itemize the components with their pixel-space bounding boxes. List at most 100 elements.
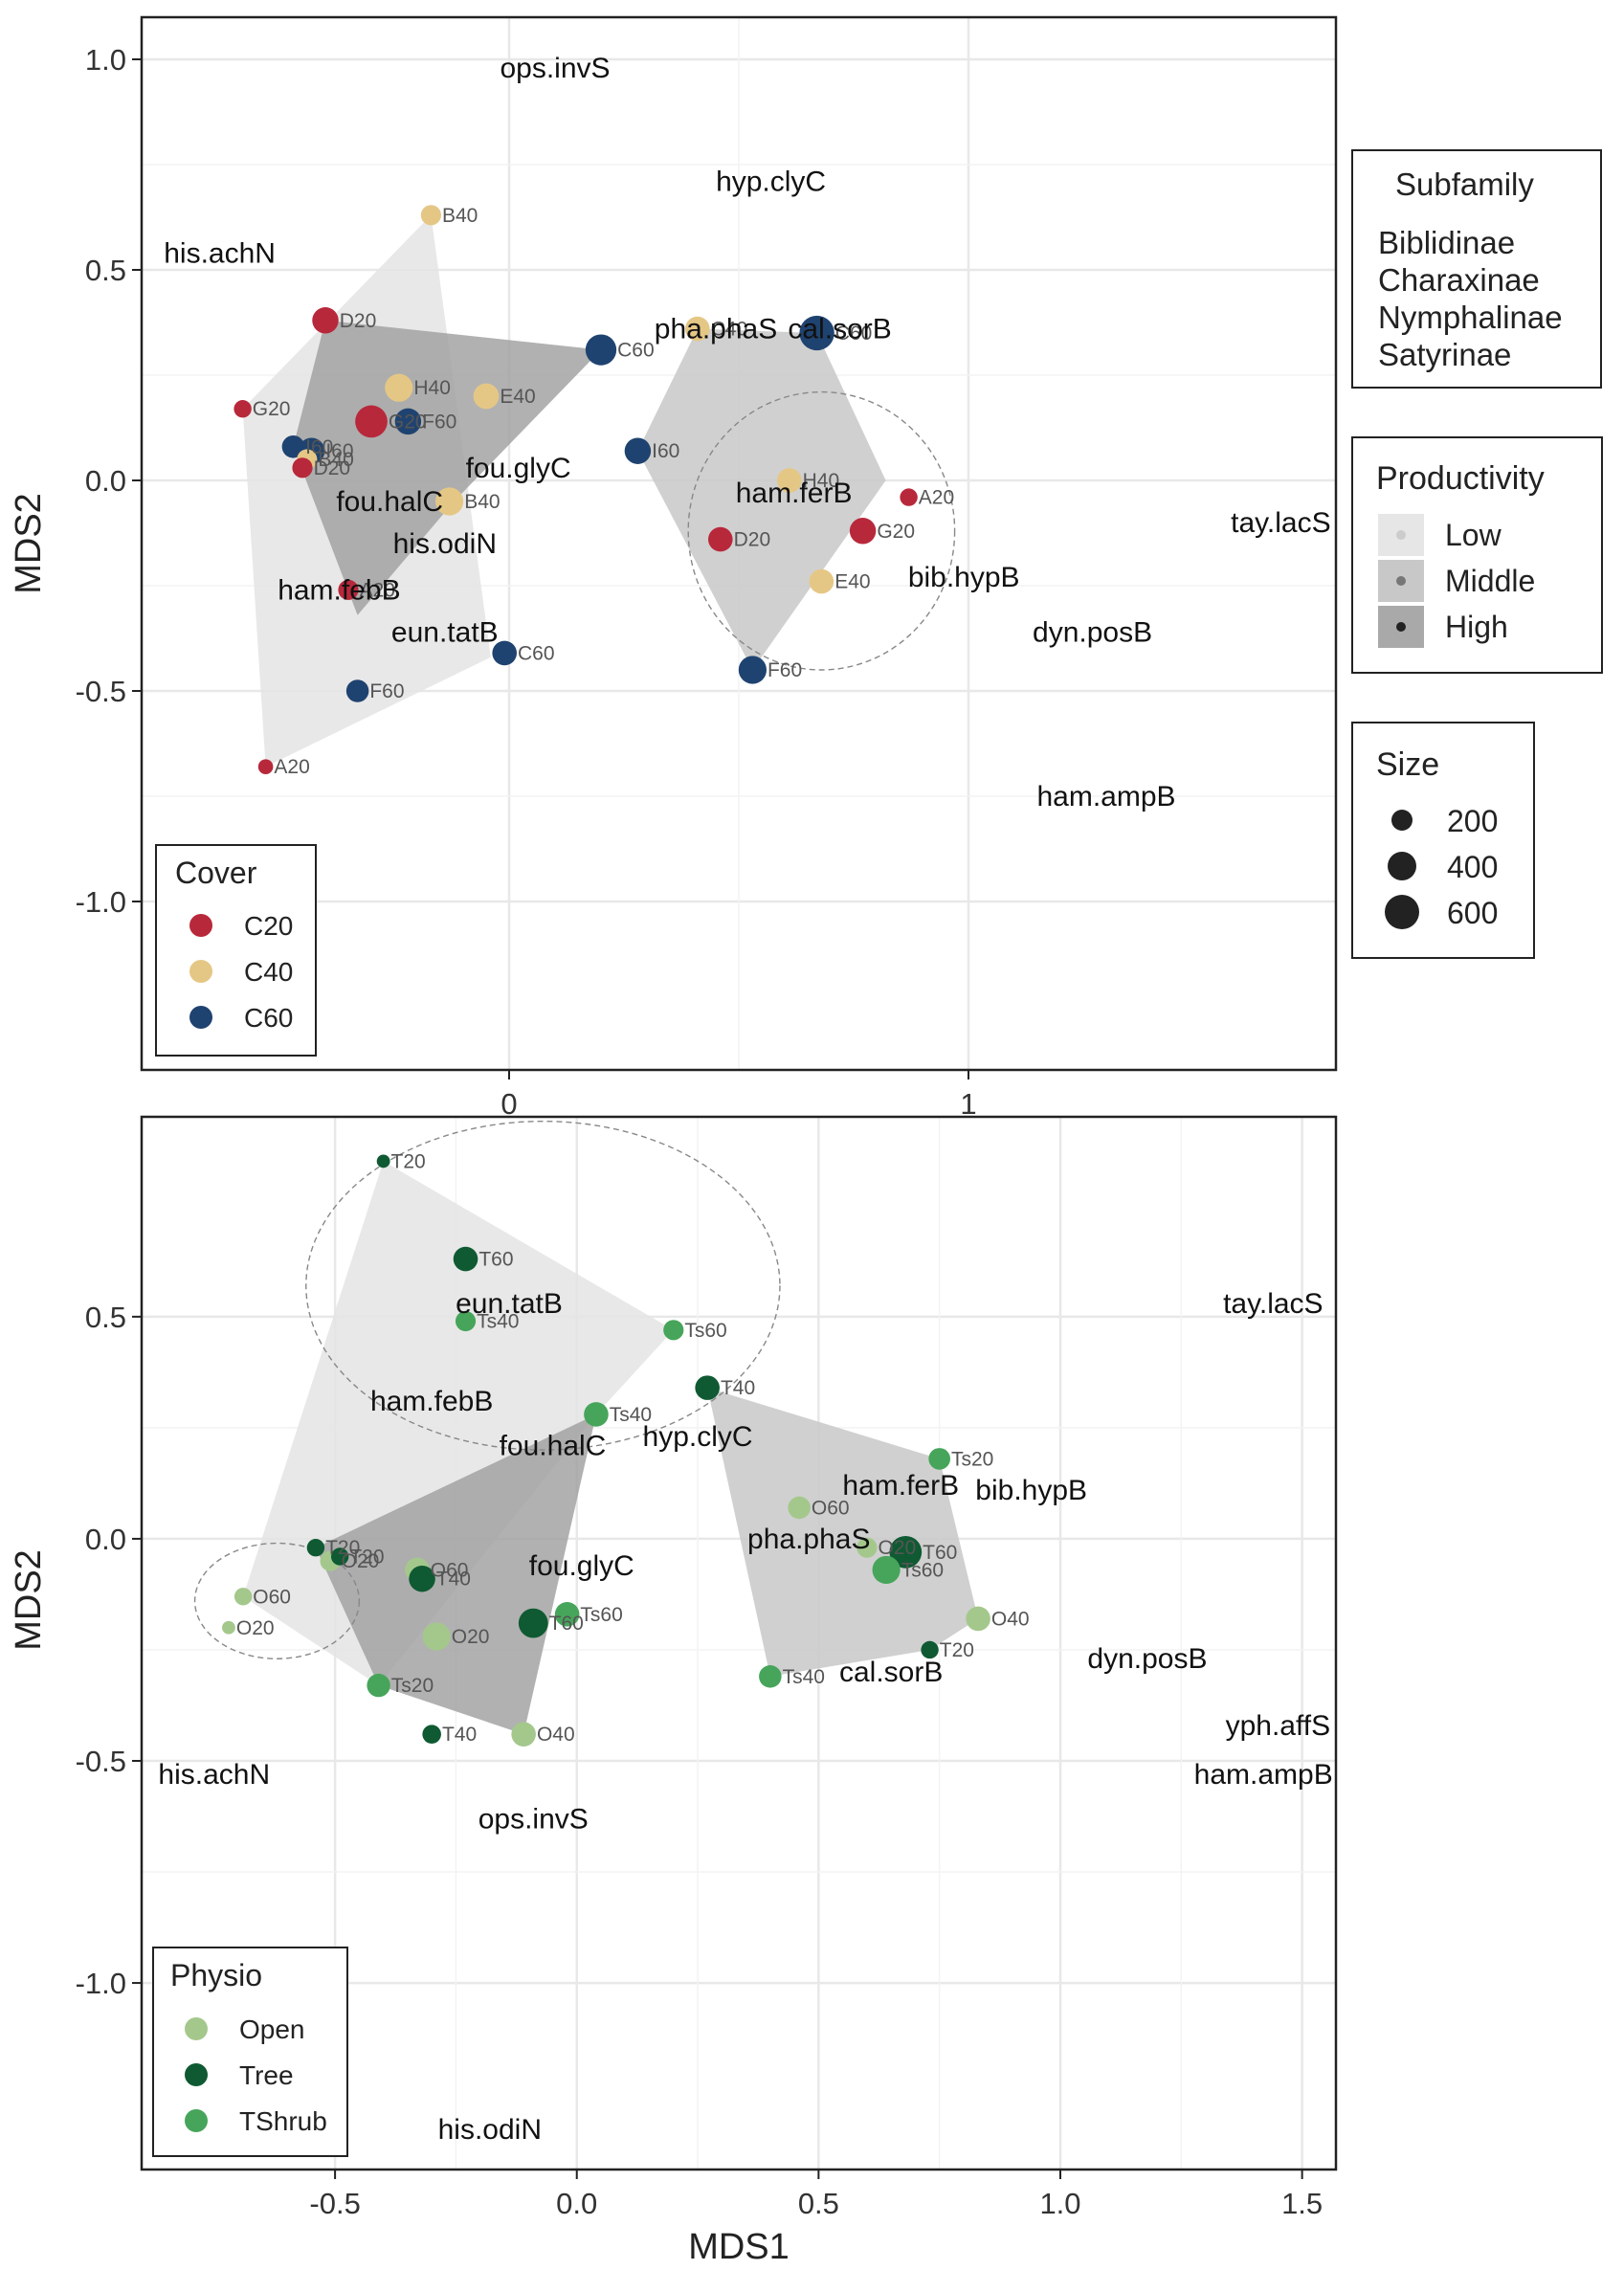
bottom-productivity-hulls: [243, 1161, 979, 1735]
species-label: his.achN: [164, 237, 276, 269]
bottom-y-axis-label: MDS2: [9, 1549, 49, 1651]
data-point: [856, 1537, 878, 1558]
species-label: ham.febB: [278, 574, 400, 606]
data-point: [695, 1375, 720, 1400]
species-label: ham.ferB: [842, 1470, 959, 1502]
species-label: his.odiN: [438, 2114, 542, 2146]
legend-label-200: 200: [1447, 804, 1498, 838]
point-label: A20: [919, 487, 954, 509]
data-point: [799, 315, 834, 351]
species-label: cal.sorB: [788, 314, 891, 345]
legend-dot-middle: [1396, 576, 1406, 586]
point-label: T60: [478, 1249, 513, 1271]
point-label: F60: [768, 659, 802, 681]
data-point: [585, 334, 617, 366]
point-label: D20: [314, 457, 351, 479]
legend-label-open: Open: [239, 2014, 305, 2044]
data-point: [759, 1665, 782, 1688]
legend-label-middle: Middle: [1445, 564, 1535, 598]
data-point: [385, 373, 413, 402]
point-label: G20: [253, 398, 291, 420]
point-label: T20: [940, 1639, 974, 1661]
species-label: hyp.clyC: [643, 1421, 753, 1453]
legend-label-tshrub: TShrub: [239, 2106, 327, 2136]
species-label: pha.phaS: [655, 314, 777, 345]
species-label: eun.tatB: [391, 616, 499, 648]
legend-cover: Cover C20 C40 C60: [155, 844, 317, 1057]
legend-label-high: High: [1445, 610, 1508, 644]
y-tick-label: -0.5: [76, 1745, 126, 1778]
data-point: [355, 405, 388, 438]
data-point: [966, 1606, 990, 1632]
point-label: E40: [834, 571, 870, 593]
data-point: [435, 487, 464, 516]
data-point: [345, 679, 369, 702]
data-point: [707, 526, 733, 552]
top-y-axis-label: MDS2: [9, 493, 49, 594]
data-point: [889, 1535, 923, 1569]
y-tick-label: 0.5: [85, 1301, 126, 1334]
hull-middle: [637, 328, 886, 670]
point-label: Ts20: [391, 1675, 434, 1697]
legend-size: Size 200 400 600: [1351, 722, 1535, 959]
bottom-sample-points: [222, 1154, 990, 1747]
point-label: H40: [413, 377, 451, 399]
species-label: ham.ampB: [1194, 1759, 1333, 1791]
point-label: Ts40: [610, 1404, 652, 1426]
data-point: [849, 518, 877, 545]
species-label: his.achN: [158, 1759, 270, 1791]
point-label: T40: [442, 1724, 477, 1746]
legend-label-400: 400: [1447, 850, 1498, 884]
legend-size-title: Size: [1376, 746, 1439, 783]
legend-subfamily-item: Charaxinae: [1378, 262, 1540, 298]
species-label: pha.phaS: [747, 1524, 870, 1555]
point-label: Ts40: [477, 1311, 519, 1333]
x-tick-label: 1.0: [1039, 2187, 1080, 2220]
point-label: C60: [518, 642, 555, 664]
data-point: [367, 1673, 390, 1698]
data-point: [394, 408, 422, 435]
data-point: [234, 1588, 253, 1606]
legend-subfamily-item: Nymphalinae: [1378, 300, 1563, 335]
legend-subfamily-title: Subfamily: [1395, 167, 1534, 202]
point-label: I60: [325, 440, 353, 462]
data-point: [511, 1722, 536, 1747]
point-label: O20: [452, 1626, 490, 1648]
bottom-ellipses: [193, 1120, 781, 1659]
y-tick-label: 0.5: [85, 254, 126, 287]
x-tick-label: 0: [501, 1087, 517, 1121]
species-label: ops.invS: [500, 53, 610, 84]
y-tick-label: -0.5: [76, 675, 126, 708]
data-point: [518, 1608, 548, 1638]
x-tick-label: 0.0: [556, 2187, 597, 2220]
point-label: F60: [369, 680, 404, 702]
bottom-y-axis-ticks: 0.5 0.0 -0.5 -1.0: [76, 1301, 142, 2000]
species-label: tay.lacS: [1223, 1288, 1324, 1320]
legend-label-600: 600: [1447, 896, 1498, 930]
legend-dot-low: [1396, 530, 1406, 540]
top-sample-points: [234, 205, 918, 775]
point-label: F60: [422, 411, 456, 433]
species-label: fou.halC: [336, 486, 443, 518]
legend-cover-title: Cover: [175, 856, 257, 890]
legend-swatch-c60: [189, 1006, 212, 1029]
species-label: fou.halC: [500, 1430, 607, 1461]
data-point: [222, 1620, 235, 1635]
data-point: [872, 1555, 901, 1585]
point-label: E40: [500, 386, 535, 408]
y-tick-label: 0.0: [85, 1523, 126, 1556]
data-point: [554, 1602, 580, 1627]
legend-size-box: [1351, 722, 1535, 959]
species-label: yph.affS: [1226, 1710, 1331, 1742]
legend-label-c20: C20: [244, 911, 293, 941]
species-label: fou.glyC: [529, 1550, 634, 1582]
legend-size-400: [1388, 852, 1416, 880]
point-label: A20: [274, 756, 309, 778]
point-label: Ts60: [580, 1604, 622, 1626]
confidence-ellipse: [687, 390, 956, 671]
legend-subfamily: Subfamily Biblidinae Charaxinae Nymphali…: [1351, 149, 1602, 389]
species-label: dyn.posB: [1033, 616, 1152, 648]
legend-dot-high: [1396, 622, 1406, 632]
